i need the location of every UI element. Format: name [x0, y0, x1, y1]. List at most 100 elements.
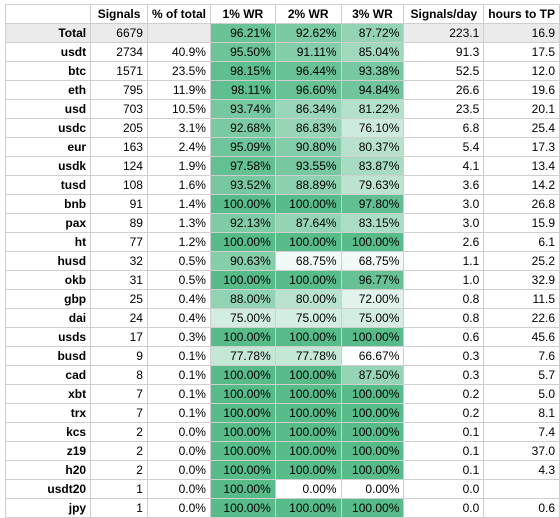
row-hours-to-tp: 7.6 [483, 346, 560, 366]
row-pct: 0.0% [146, 441, 211, 461]
row-wr2: 100.00% [274, 384, 342, 404]
row-signals: 124 [90, 156, 148, 176]
table-row: trx 7 0.1% 100.00% 100.00% 100.00% 0.2 8.1 [4, 403, 560, 423]
total-wr2: 92.62% [274, 23, 342, 43]
row-wr3: 100.00% [340, 327, 405, 347]
total-signals: 6679 [90, 23, 148, 43]
row-label: h20 [4, 460, 92, 480]
table-row: xbt 7 0.1% 100.00% 100.00% 100.00% 0.2 5.0 [4, 384, 560, 404]
row-wr1: 100.00% [209, 194, 276, 214]
header-wr2: 2% WR [274, 4, 342, 24]
row-wr2: 100.00% [274, 270, 342, 290]
total-row: Total 6679 96.21% 92.62% 87.72% 223.1 16… [4, 23, 560, 43]
row-wr1: 100.00% [209, 403, 276, 423]
row-label: bnb [4, 194, 92, 214]
row-hours-to-tp: 4.3 [483, 460, 560, 480]
row-wr1: 93.74% [209, 99, 276, 119]
row-wr1: 100.00% [209, 479, 276, 499]
row-signals-per-day: 1.0 [403, 270, 485, 290]
row-wr1: 88.00% [209, 289, 276, 309]
row-wr3: 100.00% [340, 460, 405, 480]
row-signals: 7 [90, 403, 148, 423]
table-row: usdt 2734 40.9% 95.50% 91.11% 85.04% 91.3 17.5 [4, 42, 560, 62]
table-row: h20 2 0.0% 100.00% 100.00% 100.00% 0.1 4.3 [4, 460, 560, 480]
row-wr3: 100.00% [340, 232, 405, 252]
row-wr1: 100.00% [209, 384, 276, 404]
row-label: btc [4, 61, 92, 81]
row-wr1: 93.52% [209, 175, 276, 195]
row-label: tusd [4, 175, 92, 195]
row-wr1: 100.00% [209, 498, 276, 518]
row-label: xbt [4, 384, 92, 404]
row-wr3: 0.00% [340, 479, 405, 499]
row-signals: 163 [90, 137, 148, 157]
row-hours-to-tp: 5.7 [483, 365, 560, 385]
row-label: usdk [4, 156, 92, 176]
table-row: dai 24 0.4% 75.00% 75.00% 75.00% 0.8 22.6 [4, 308, 560, 328]
row-hours-to-tp: 6.1 [483, 232, 560, 252]
total-pct [146, 23, 211, 43]
row-signals-per-day: 0.1 [403, 422, 485, 442]
row-wr3: 80.37% [340, 137, 405, 157]
row-label: z19 [4, 441, 92, 461]
row-signals: 8 [90, 365, 148, 385]
row-hours-to-tp: 7.4 [483, 422, 560, 442]
row-label: usdc [4, 118, 92, 138]
signal-stats-table: Signals % of total 1% WR 2% WR 3% WR Sig… [4, 4, 560, 518]
row-label: pax [4, 213, 92, 233]
row-signals-per-day: 6.8 [403, 118, 485, 138]
row-signals-per-day: 0.8 [403, 308, 485, 328]
row-signals-per-day: 1.1 [403, 251, 485, 271]
row-signals-per-day: 3.6 [403, 175, 485, 195]
table-row: eth 795 11.9% 98.11% 96.60% 94.84% 26.6 19.6 [4, 80, 560, 100]
row-wr2: 100.00% [274, 422, 342, 442]
row-signals: 1571 [90, 61, 148, 81]
row-pct: 0.0% [146, 422, 211, 442]
row-signals: 9 [90, 346, 148, 366]
row-signals-per-day: 0.8 [403, 289, 485, 309]
row-wr3: 85.04% [340, 42, 405, 62]
row-pct: 0.3% [146, 327, 211, 347]
row-wr3: 96.77% [340, 270, 405, 290]
row-pct: 0.4% [146, 289, 211, 309]
row-signals: 25 [90, 289, 148, 309]
total-label: Total [4, 23, 92, 43]
row-wr1: 100.00% [209, 327, 276, 347]
table-row: gbp 25 0.4% 88.00% 80.00% 72.00% 0.8 11.5 [4, 289, 560, 309]
row-hours-to-tp: 17.5 [483, 42, 560, 62]
row-signals-per-day: 4.1 [403, 156, 485, 176]
row-wr3: 94.84% [340, 80, 405, 100]
row-wr3: 100.00% [340, 441, 405, 461]
row-label: eur [4, 137, 92, 157]
row-wr2: 100.00% [274, 194, 342, 214]
row-hours-to-tp: 37.0 [483, 441, 560, 461]
table-row: z19 2 0.0% 100.00% 100.00% 100.00% 0.1 37.0 [4, 441, 560, 461]
row-wr1: 100.00% [209, 422, 276, 442]
row-label: usdt [4, 42, 92, 62]
row-signals: 2 [90, 422, 148, 442]
row-wr1: 100.00% [209, 270, 276, 290]
total-wr1: 96.21% [209, 23, 276, 43]
table-row: kcs 2 0.0% 100.00% 100.00% 100.00% 0.1 7.4 [4, 422, 560, 442]
row-wr2: 77.78% [274, 346, 342, 366]
row-pct: 10.5% [146, 99, 211, 119]
table-row: okb 31 0.5% 100.00% 100.00% 96.77% 1.0 32.9 [4, 270, 560, 290]
row-wr2: 100.00% [274, 403, 342, 423]
header-signals-per-day: Signals/day [403, 4, 485, 24]
row-wr3: 68.75% [340, 251, 405, 271]
row-wr2: 68.75% [274, 251, 342, 271]
row-hours-to-tp: 13.4 [483, 156, 560, 176]
row-signals-per-day: 26.6 [403, 80, 485, 100]
row-signals: 89 [90, 213, 148, 233]
stats-table-container: Signals % of total 1% WR 2% WR 3% WR Sig… [4, 4, 560, 518]
row-signals-per-day: 2.6 [403, 232, 485, 252]
table-row: usds 17 0.3% 100.00% 100.00% 100.00% 0.6 45.6 [4, 327, 560, 347]
row-signals-per-day: 23.5 [403, 99, 485, 119]
row-wr3: 100.00% [340, 403, 405, 423]
row-label: cad [4, 365, 92, 385]
row-wr3: 87.50% [340, 365, 405, 385]
row-hours-to-tp: 26.8 [483, 194, 560, 214]
row-signals-per-day: 0.2 [403, 403, 485, 423]
row-pct: 23.5% [146, 61, 211, 81]
row-signals: 795 [90, 80, 148, 100]
